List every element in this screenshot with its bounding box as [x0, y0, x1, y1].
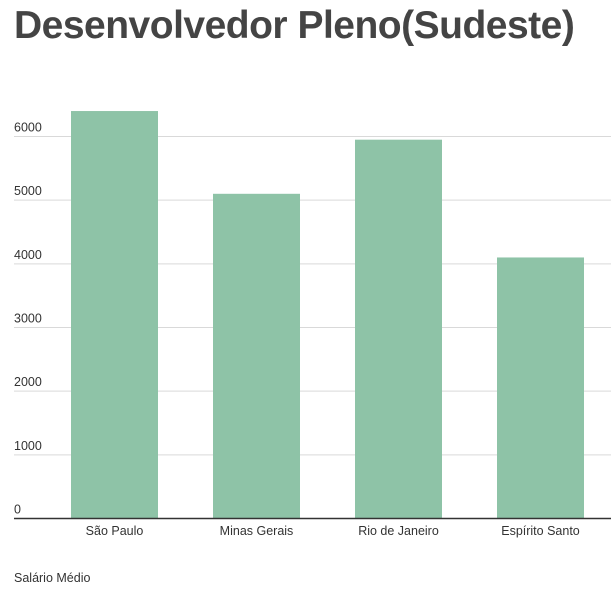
x-category-label: Minas Gerais	[220, 524, 294, 538]
x-category-label: São Paulo	[86, 524, 144, 538]
y-tick-label: 5000	[14, 184, 42, 198]
x-category-label: Rio de Janeiro	[358, 524, 439, 538]
y-tick-label: 3000	[14, 312, 42, 326]
bar	[213, 193, 300, 519]
y-tick-label: 2000	[14, 375, 42, 389]
labels: 0 1000 2000 3000 4000 5000 6000 São Paulo Minas …	[14, 121, 580, 539]
y-tick-label: 4000	[14, 248, 42, 262]
bars	[71, 111, 584, 519]
bar	[497, 257, 584, 519]
bar	[355, 139, 442, 519]
legend-series-label: Salário Médio	[14, 571, 91, 585]
bar	[71, 111, 158, 519]
y-tick-label: 0	[14, 503, 21, 517]
y-tick-label: 6000	[14, 121, 42, 135]
x-category-label: Espírito Santo	[501, 524, 580, 538]
y-tick-label: 1000	[14, 439, 42, 453]
chart-title: Desenvolvedor Pleno(Sudeste)	[14, 4, 575, 47]
